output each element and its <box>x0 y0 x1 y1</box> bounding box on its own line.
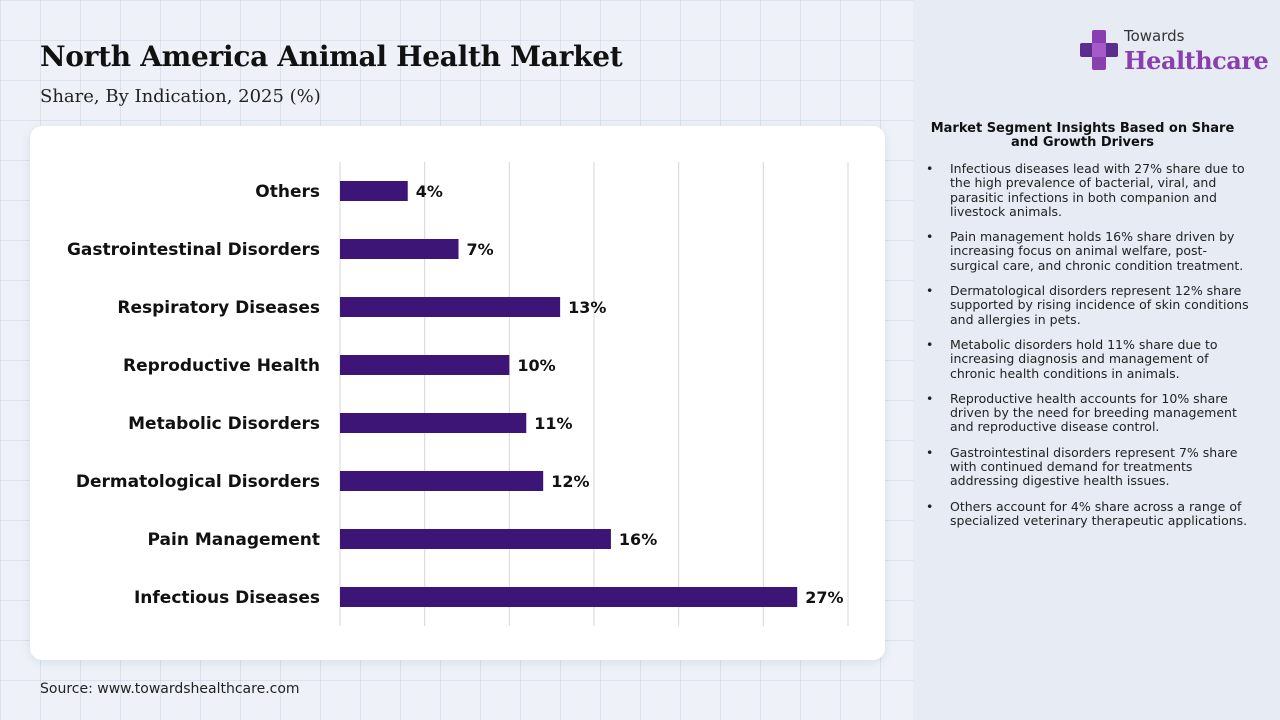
bar <box>340 587 798 607</box>
insights-list: Infectious diseases lead with 27% share … <box>922 161 1252 539</box>
data-label: 4% <box>416 182 443 201</box>
data-label: 7% <box>467 240 494 259</box>
bar <box>340 529 611 549</box>
bar-chart: Others 4% Gastrointestinal Disorders 7% Resp… <box>67 162 849 626</box>
category-label: Pain Management <box>148 530 320 550</box>
page-subtitle: Share, By Indication, 2025 (%) <box>40 86 321 107</box>
bar <box>340 181 408 201</box>
insights-title: Market Segment Insights Based on Share a… <box>930 121 1235 150</box>
data-label: 13% <box>568 298 606 317</box>
data-label: 10% <box>517 356 555 375</box>
brand-name-line2: Healthcare <box>1124 46 1269 75</box>
page-title: North America Animal Health Market <box>40 40 623 73</box>
category-label: Respiratory Diseases <box>117 298 320 318</box>
medical-cross-icon <box>1080 30 1118 70</box>
insight-item: Gastrointestinal disorders represent 7% … <box>922 445 1252 489</box>
category-label: Metabolic Disorders <box>128 414 320 434</box>
data-label: 16% <box>619 530 657 549</box>
insight-item: Infectious diseases lead with 27% share … <box>922 161 1252 219</box>
bar <box>340 413 527 433</box>
insight-item: Reproductive health accounts for 10% sha… <box>922 391 1252 435</box>
category-label: Others <box>255 182 320 202</box>
data-label: 12% <box>551 472 589 491</box>
insight-item: Pain management holds 16% share driven b… <box>922 230 1252 273</box>
insight-item: Others account for 4% share across a ran… <box>922 499 1252 529</box>
bar <box>340 239 459 259</box>
bar <box>340 355 510 375</box>
category-label: Dermatological Disorders <box>76 472 320 492</box>
category-label: Gastrointestinal Disorders <box>67 240 320 260</box>
brand-logo: Towards Healthcare <box>1080 26 1270 78</box>
chart-card: Others 4% Gastrointestinal Disorders 7% Resp… <box>30 126 885 660</box>
insight-item: Dermatological disorders represent 12% s… <box>922 283 1252 327</box>
brand-name-line1: Towards <box>1124 27 1185 45</box>
data-label: 11% <box>534 414 572 433</box>
source-note: Source: www.towardshealthcare.com <box>40 681 300 697</box>
insight-item: Metabolic disorders hold 11% share due t… <box>922 337 1252 381</box>
bar <box>340 297 561 317</box>
bar <box>340 471 544 491</box>
category-label: Infectious Diseases <box>134 588 320 608</box>
data-label: 27% <box>805 588 843 607</box>
category-label: Reproductive Health <box>123 356 320 376</box>
